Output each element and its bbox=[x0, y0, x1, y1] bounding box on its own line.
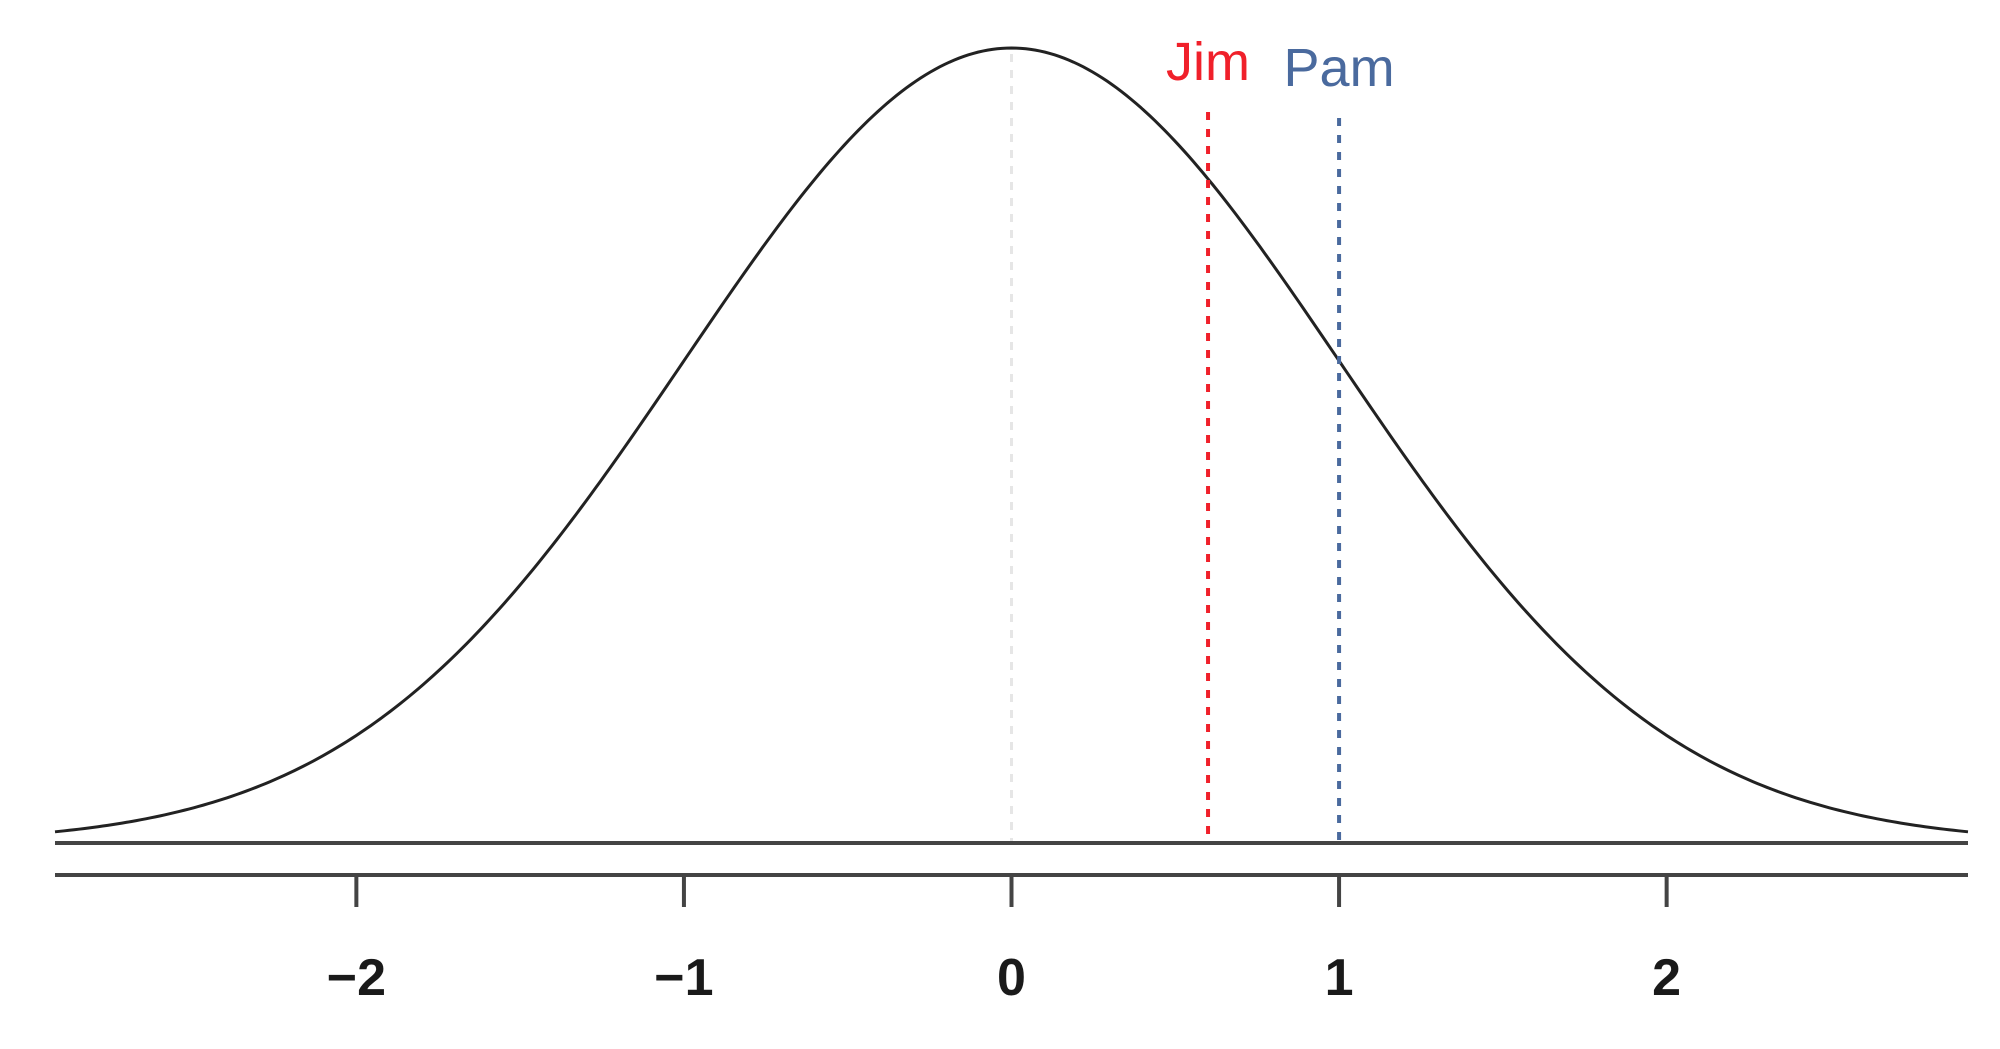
x-tick-label: 2 bbox=[1652, 949, 1681, 1007]
x-tick-label: 0 bbox=[997, 949, 1026, 1007]
x-tick-label: 1 bbox=[1325, 949, 1354, 1007]
marker-lines: Jim Pam bbox=[1166, 32, 1395, 843]
x-tick-label: −1 bbox=[654, 949, 713, 1007]
marker-label-jim: Jim bbox=[1166, 32, 1250, 92]
marker-label-pam: Pam bbox=[1284, 38, 1395, 98]
x-axis-ticks: −2 −1 0 1 2 bbox=[327, 875, 1681, 1007]
density-curve bbox=[54, 46, 1969, 834]
x-tick-label: −2 bbox=[327, 949, 386, 1007]
